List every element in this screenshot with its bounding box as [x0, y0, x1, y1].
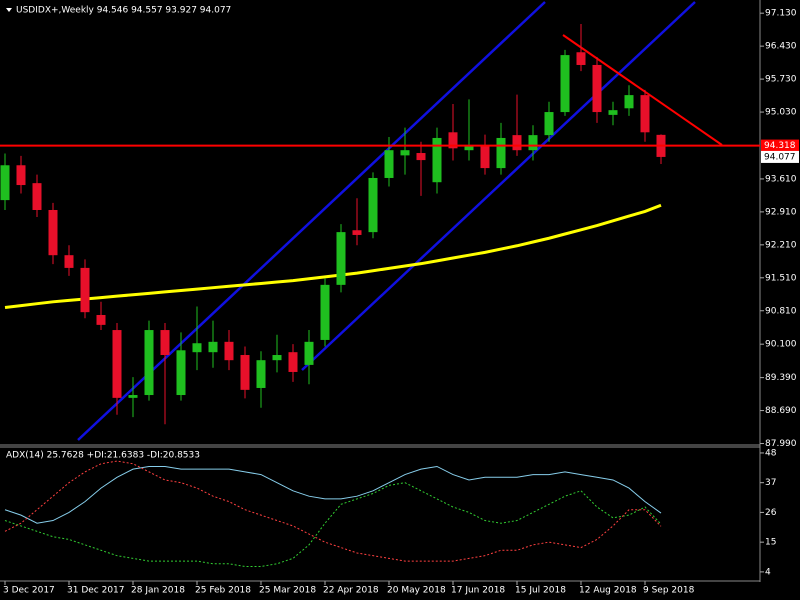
candle-body [528, 135, 538, 151]
candle-body [512, 135, 522, 151]
candle-body [80, 267, 90, 313]
x-tick-label: 25 Mar 2018 [259, 586, 316, 596]
y-tick-label: 89.390 [765, 373, 797, 383]
candle-body [448, 132, 458, 149]
candle-body [544, 112, 554, 136]
moving-average [4, 203, 662, 309]
candle-body [464, 145, 474, 151]
y-tick-label: 90.810 [765, 306, 797, 316]
channel-line [301, 1, 696, 371]
y-tick-label: 48 [765, 448, 777, 458]
x-tick-label: 31 Dec 2017 [67, 586, 125, 596]
y-tick-label: 26 [765, 508, 777, 518]
candle-body [384, 150, 394, 178]
candle-body [128, 395, 138, 398]
y-tick-label: 97.130 [765, 9, 797, 19]
adx-panel: 48 37 26 15 4 [4, 448, 777, 577]
level-label-box [761, 139, 799, 152]
last-price-label: 94.077 [764, 152, 796, 162]
y-tick-label: 92.910 [765, 207, 797, 217]
x-tick-label: 22 Apr 2018 [323, 586, 379, 596]
candle-body [0, 165, 10, 201]
candle-body [16, 165, 26, 186]
candle-body [624, 95, 634, 109]
level-label: 94.318 [764, 141, 796, 151]
candle-body [416, 153, 426, 161]
trend-line [562, 34, 723, 146]
candle-body [32, 183, 42, 210]
y-tick-label: 90.100 [765, 340, 797, 350]
candle-body [608, 110, 618, 115]
x-tick-label: 17 Jun 2018 [451, 586, 505, 596]
last-price-box [761, 150, 799, 163]
candle-body [400, 150, 410, 156]
candle-body [144, 330, 154, 396]
candle-body [64, 255, 74, 268]
candle-body [352, 230, 362, 235]
candle-body [272, 355, 282, 361]
indicator-line [4, 482, 662, 567]
candle-body [496, 137, 506, 169]
candle-body [592, 64, 602, 113]
y-tick-label: 95.030 [765, 108, 797, 118]
y-tick-label: 91.510 [765, 273, 797, 283]
y-tick-label: 15 [765, 538, 776, 548]
candle-body [640, 95, 650, 133]
candle-body [160, 330, 170, 356]
candle-body [560, 55, 570, 113]
candle-body [288, 352, 298, 372]
candle-body [368, 177, 378, 233]
candle-body [208, 341, 218, 353]
chart-title: USDIDX+,Weekly 94.546 94.557 93.927 94.0… [16, 6, 231, 16]
candle-body [576, 52, 586, 65]
y-tick-label: 92.210 [765, 240, 797, 250]
candle-body [224, 341, 234, 361]
y-tick-label: 88.690 [765, 406, 797, 416]
candle-body [192, 343, 202, 353]
x-tick-label: 20 May 2018 [387, 586, 446, 596]
candle-body [112, 330, 122, 398]
channel-line [77, 1, 546, 441]
candle-body [480, 145, 490, 169]
y-tick-label: 95.730 [765, 75, 797, 85]
candle-body [176, 350, 186, 396]
x-tick-label: 9 Sep 2018 [643, 586, 695, 596]
candle-body [432, 137, 442, 183]
y-tick-label: 96.430 [765, 42, 797, 52]
y-tick-label: 4 [765, 567, 771, 577]
x-tick-label: 25 Feb 2018 [195, 586, 251, 596]
y-tick-label: 37 [765, 478, 776, 488]
x-tick-label: 15 Jul 2018 [515, 586, 566, 596]
indicator-title: ADX(14) 25.7628 +DI:21.6383 -DI:20.8533 [6, 451, 200, 461]
candle-body [256, 360, 266, 388]
x-tick-label: 3 Dec 2017 [3, 586, 55, 596]
candle-body [96, 314, 106, 325]
x-tick-label: 28 Jan 2018 [131, 586, 185, 596]
candle-body [240, 355, 250, 390]
candle-body [304, 341, 314, 365]
candle-body [336, 232, 346, 285]
x-tick-label: 12 Aug 2018 [579, 586, 637, 596]
indicator-line [4, 465, 662, 524]
candle-body [320, 284, 330, 340]
candle-body [48, 209, 58, 256]
y-tick-label: 93.610 [765, 174, 797, 184]
menu-arrow[interactable] [6, 8, 12, 12]
price-panel: 97.130 96.430 95.730 95.030 93.610 92.910 92.2… [0, 9, 799, 449]
y-tick-label: 87.990 [765, 439, 797, 449]
